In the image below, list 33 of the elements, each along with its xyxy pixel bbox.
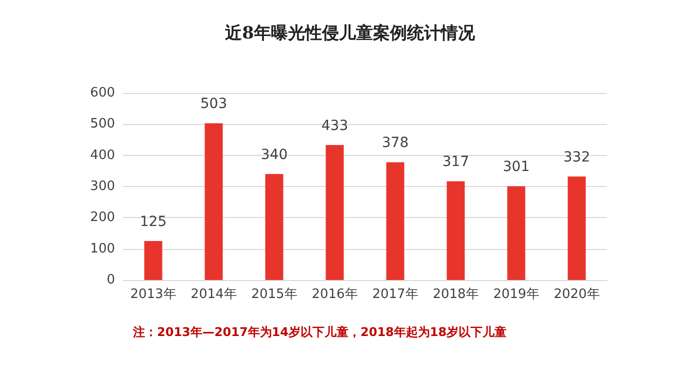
data-label: 125 [140,214,167,230]
x-tick-label: 2015年 [251,287,298,302]
x-tick-label: 2018年 [432,287,479,302]
bar [568,176,586,280]
x-tick-label: 2014年 [190,287,237,302]
bar [386,162,404,280]
y-tick-label: 400 [90,148,115,163]
data-label: 317 [442,154,470,170]
data-label: 340 [260,147,288,164]
x-tick-label: 2017年 [372,287,418,302]
x-tick-label: 2016年 [312,287,358,302]
y-tick-label: 500 [90,116,115,132]
y-tick-label: 600 [90,86,115,100]
x-tick-label: 2019年 [493,287,540,302]
bar [204,123,223,280]
y-tick-label: 200 [90,210,115,226]
y-tick-label: 300 [90,179,115,194]
x-tick-label: 2020年 [554,287,600,302]
bar [265,174,284,280]
data-label: 378 [382,135,409,152]
data-label: 433 [321,118,348,134]
bar [326,145,344,280]
y-tick-label: 100 [90,241,115,256]
y-tick-label: 0 [106,272,115,288]
text: 注：2013年—2017年为14岁以下儿童，2018年起为18岁以下儿童 [132,325,507,339]
bar [446,181,465,280]
data-label: 301 [502,159,530,176]
bar [144,241,162,280]
data-label: 332 [563,150,590,166]
bar [507,186,526,280]
chart-title: 近8年曝光性侵儿童案例统计情况 [224,22,476,44]
data-label: 503 [200,96,228,112]
x-tick-label: 2013年 [130,287,176,302]
